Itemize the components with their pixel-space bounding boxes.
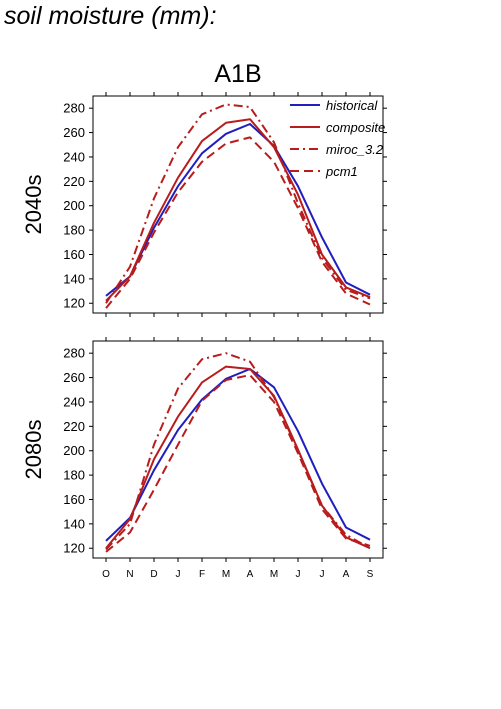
x-tick-label: D bbox=[150, 569, 157, 580]
plot-frame bbox=[92, 95, 384, 314]
x-tick-label: M bbox=[270, 569, 278, 580]
x-tick-label: M bbox=[222, 569, 230, 580]
y-tick-label: 140 bbox=[63, 271, 85, 286]
y-tick-label: 160 bbox=[63, 492, 85, 507]
y-tick-label: 260 bbox=[63, 125, 85, 140]
x-tick-label: J bbox=[176, 569, 181, 580]
chart-panel-2040s: 120 140 160 180 200 220 240 260 280 A1B 2040s histo… bbox=[21, 60, 387, 317]
series-line-historical bbox=[105, 123, 371, 297]
series-line-historical bbox=[105, 368, 371, 542]
y-tick-label: 280 bbox=[63, 346, 85, 361]
series-line-pcm1 bbox=[105, 374, 371, 553]
y-tick-label: 180 bbox=[63, 223, 85, 238]
legend-label: pcm1 bbox=[325, 164, 358, 179]
series-line-composite bbox=[105, 118, 371, 302]
legend-label: composite bbox=[326, 120, 385, 135]
y-tick-label: 280 bbox=[63, 101, 85, 116]
chart-panel-2080s: 120 140 160 180 200 220 240 260 280 O N D J F M A M J J A S 2… bbox=[21, 337, 387, 580]
legend-label: miroc_3.2 bbox=[326, 142, 384, 157]
x-tick-label: A bbox=[247, 569, 254, 580]
x-tick-label: J bbox=[296, 569, 301, 580]
y-tick-label: 220 bbox=[63, 419, 85, 434]
x-tick-label: A bbox=[343, 569, 350, 580]
x-tick-label: F bbox=[199, 569, 205, 580]
page-title: soil moisture (mm): bbox=[4, 2, 217, 30]
panel-title: A1B bbox=[214, 60, 261, 88]
series-line-pcm1 bbox=[105, 136, 371, 309]
y-tick-label: 120 bbox=[63, 296, 85, 311]
y-tick-label: 200 bbox=[63, 198, 85, 213]
row-label: 2080s bbox=[21, 420, 46, 480]
plot-frame bbox=[92, 340, 384, 559]
y-tick-label: 240 bbox=[63, 149, 85, 164]
x-tick-label: O bbox=[102, 569, 110, 580]
row-label: 2040s bbox=[21, 175, 46, 235]
legend: historical composite miroc_3.2 pcm1 bbox=[290, 98, 385, 179]
y-tick-label: 260 bbox=[63, 370, 85, 385]
legend-label: historical bbox=[326, 98, 378, 113]
series-line-miroc-3-2 bbox=[105, 352, 371, 551]
series-line-miroc-3-2 bbox=[105, 103, 371, 304]
y-tick-label: 180 bbox=[63, 468, 85, 483]
y-tick-label: 220 bbox=[63, 174, 85, 189]
y-tick-label: 240 bbox=[63, 394, 85, 409]
y-tick-label: 140 bbox=[63, 516, 85, 531]
x-tick-label: N bbox=[126, 569, 133, 580]
x-tick-label: J bbox=[320, 569, 325, 580]
series-line-composite bbox=[105, 365, 371, 550]
y-tick-label: 160 bbox=[63, 247, 85, 262]
y-tick-label: 200 bbox=[63, 443, 85, 458]
y-tick-label: 120 bbox=[63, 541, 85, 556]
x-tick-label: S bbox=[367, 569, 374, 580]
